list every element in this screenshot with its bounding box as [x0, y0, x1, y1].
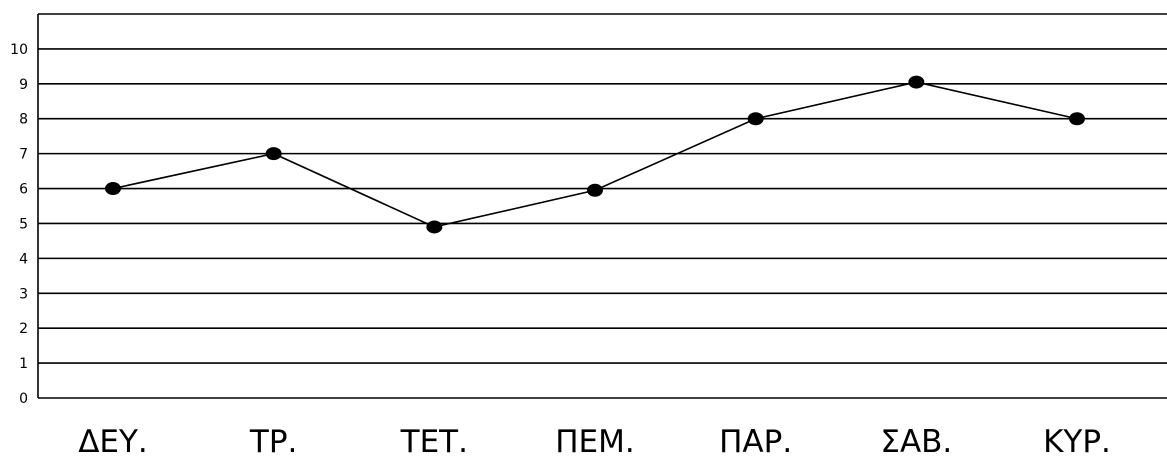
y-tick-labels: 0 1 2 3 4 5 6 7 8 9 10 — [10, 42, 28, 407]
data-point — [1069, 112, 1085, 126]
y-tick-label: 5 — [19, 216, 28, 232]
y-tick-label: 0 — [19, 391, 28, 407]
y-tick-label: 3 — [19, 286, 28, 302]
y-tick-label: 6 — [19, 182, 28, 198]
y-tick-label: 7 — [19, 147, 28, 163]
data-point — [587, 183, 603, 197]
y-tick-label: 4 — [19, 251, 28, 267]
x-tick-label: ΔΕΥ. — [78, 424, 148, 460]
data-point — [265, 147, 282, 161]
data-point — [426, 220, 443, 234]
series-line — [112, 81, 1078, 228]
x-tick-labels: ΔΕΥ. ΤΡ. ΤΕΤ. ΠΕΜ. ΠΑΡ. ΣΑΒ. ΚΥΡ. — [78, 424, 1111, 460]
x-tick-label: ΠΑΡ. — [719, 424, 792, 460]
y-tick-label: 1 — [19, 356, 28, 372]
x-tick-label: ΤΕΤ. — [400, 424, 468, 460]
x-tick-label: ΠΕΜ. — [555, 424, 635, 460]
data-point — [747, 112, 764, 126]
y-tick-label: 2 — [19, 321, 28, 337]
y-tick-label: 10 — [10, 42, 28, 58]
data-point — [908, 75, 925, 89]
y-tick-label: 9 — [19, 77, 28, 93]
y-tick-label: 8 — [19, 112, 28, 128]
x-tick-label: ΣΑΒ. — [880, 424, 952, 460]
data-point — [105, 182, 121, 196]
x-tick-label: ΤΡ. — [249, 424, 297, 460]
axes — [37, 14, 1167, 399]
series — [105, 75, 1085, 234]
x-tick-label: ΚΥΡ. — [1043, 424, 1111, 460]
